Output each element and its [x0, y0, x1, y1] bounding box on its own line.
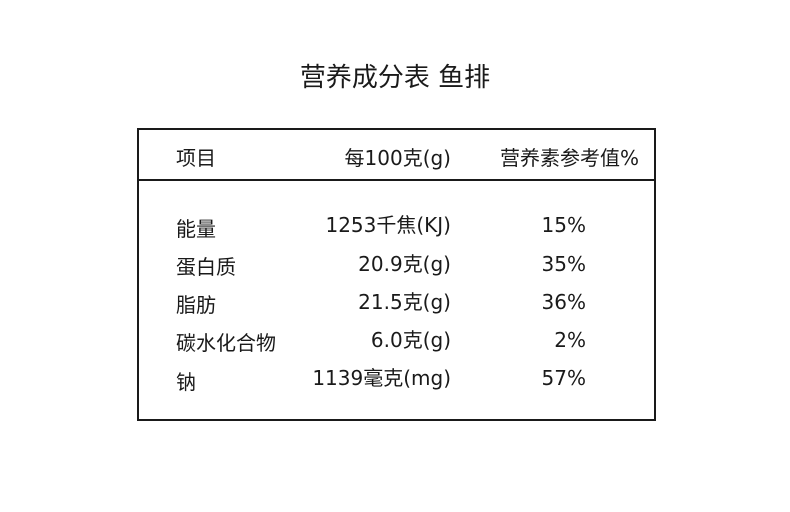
- row-nrv: 57%: [541, 366, 586, 390]
- header-divider: [137, 179, 654, 181]
- header-per100: 每100克(g): [344, 146, 451, 170]
- row-name: 蛋白质: [176, 255, 236, 279]
- row-amount: 21.5克(g): [358, 290, 451, 314]
- row-nrv: 36%: [541, 290, 586, 314]
- header-item: 项目: [176, 146, 216, 170]
- header-nrv: 营养素参考值%: [499, 146, 639, 170]
- row-amount: 1253千焦(KJ): [325, 213, 451, 237]
- row-amount: 1139毫克(mg): [312, 366, 451, 390]
- row-nrv: 15%: [541, 213, 586, 237]
- page-title: 营养成分表 鱼排: [299, 63, 491, 93]
- row-name: 碳水化合物: [176, 331, 276, 355]
- row-name: 能量: [176, 217, 216, 241]
- row-name: 脂肪: [176, 293, 216, 317]
- row-name: 钠: [176, 370, 196, 394]
- row-nrv: 2%: [554, 328, 586, 352]
- row-amount: 20.9克(g): [358, 252, 451, 276]
- row-nrv: 35%: [541, 252, 586, 276]
- nutrition-table: [137, 128, 656, 421]
- row-amount: 6.0克(g): [370, 328, 451, 352]
